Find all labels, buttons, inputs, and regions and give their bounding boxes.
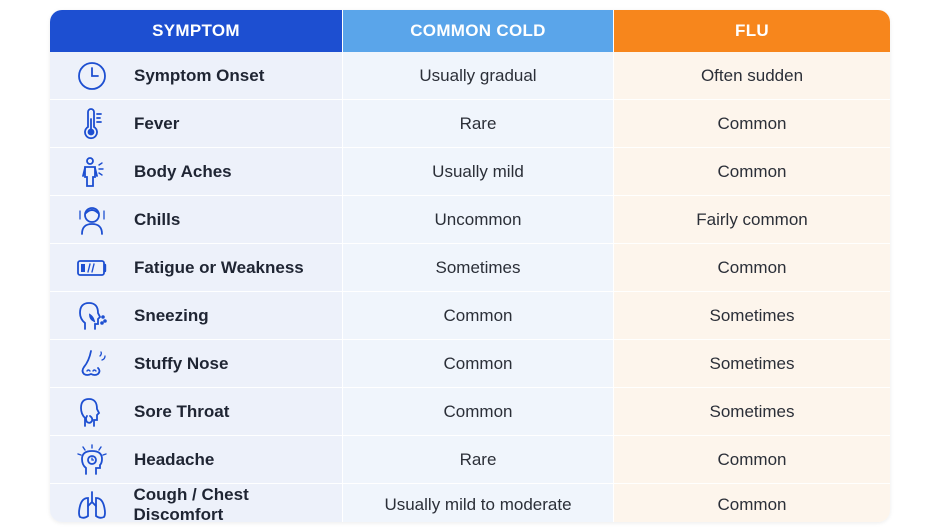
headache-icon: [50, 443, 134, 477]
lungs-icon: [50, 488, 134, 522]
flu-value: Common: [717, 161, 787, 181]
table-row: Sneezing Common Sometimes: [50, 292, 890, 340]
cold-value: Common: [443, 353, 513, 373]
flu-column-background: [614, 52, 890, 522]
table-row: Chills Uncommon Fairly common: [50, 196, 890, 244]
nose-icon: [50, 347, 134, 381]
cold-value: Common: [443, 401, 513, 421]
header-common-cold: COMMON COLD: [342, 10, 614, 52]
flu-value: Common: [717, 449, 787, 469]
symptom-label: Body Aches: [134, 161, 232, 181]
table-row: Symptom Onset Usually gradual Often sudd…: [50, 52, 890, 100]
symptom-cell: Headache: [50, 436, 342, 483]
table-row: Cough / Chest Discomfort Usually mild to…: [50, 484, 890, 522]
cold-value: Common: [443, 305, 513, 325]
comparison-table: SYMPTOM COMMON COLD FLU Symptom Onset Us…: [50, 10, 890, 522]
symptom-cell: Fatigue or Weakness: [50, 244, 342, 291]
sneezing-icon: [50, 299, 134, 333]
flu-value: Sometimes: [709, 305, 795, 325]
cold-value: Usually mild: [432, 161, 524, 181]
header-symptom: SYMPTOM: [50, 10, 342, 52]
flu-value: Common: [717, 257, 787, 277]
clock-icon: [50, 59, 134, 93]
table-row: Headache Rare Common: [50, 436, 890, 484]
body-aches-icon: [50, 155, 134, 189]
symptom-label: Headache: [134, 449, 215, 469]
cold-value: Usually gradual: [419, 65, 537, 85]
flu-value: Common: [717, 113, 787, 133]
symptom-cell: Sneezing: [50, 292, 342, 339]
low-battery-icon: [50, 251, 134, 285]
table-row: Stuffy Nose Common Sometimes: [50, 340, 890, 388]
symptom-label: Sore Throat: [134, 401, 230, 421]
flu-value: Common: [717, 495, 787, 514]
symptom-label: Fatigue or Weakness: [134, 257, 304, 277]
symptom-label: Stuffy Nose: [134, 353, 229, 373]
table-rows: Symptom Onset Usually gradual Often sudd…: [50, 52, 890, 522]
table-row: Body Aches Usually mild Common: [50, 148, 890, 196]
symptom-label: Sneezing: [134, 305, 209, 325]
symptom-cell: Symptom Onset: [50, 52, 342, 99]
cold-value: Sometimes: [435, 257, 521, 277]
symptom-cell: Chills: [50, 196, 342, 243]
thermometer-icon: [50, 107, 134, 141]
symptom-cell: Stuffy Nose: [50, 340, 342, 387]
table-body-background: [50, 52, 890, 522]
table-row: Fatigue or Weakness Sometimes Common: [50, 244, 890, 292]
flu-value: Often sudden: [700, 65, 804, 85]
table-row: Fever Rare Common: [50, 100, 890, 148]
chills-icon: [50, 203, 134, 237]
cold-column-background: [342, 52, 614, 522]
header-flu: FLU: [614, 10, 890, 52]
table-row: Sore Throat Common Sometimes: [50, 388, 890, 436]
symptom-label: Chills: [134, 209, 181, 229]
symptom-column-background: [50, 52, 342, 522]
cold-value: Rare: [459, 113, 497, 133]
symptom-cell: Body Aches: [50, 148, 342, 195]
symptom-label: Symptom Onset: [134, 65, 265, 85]
cold-value: Uncommon: [434, 209, 522, 229]
symptom-cell: Cough / Chest Discomfort: [50, 484, 342, 522]
flu-value: Sometimes: [709, 401, 795, 421]
symptom-cell: Fever: [50, 100, 342, 147]
symptom-label: Fever: [134, 113, 180, 133]
sore-throat-icon: [50, 395, 134, 429]
flu-value: Sometimes: [709, 353, 795, 373]
cold-value: Rare: [459, 449, 497, 469]
symptom-cell: Sore Throat: [50, 388, 342, 435]
cold-value: Usually mild to moderate: [384, 495, 572, 514]
symptom-label: Cough / Chest Discomfort: [133, 485, 249, 522]
table-header: SYMPTOM COMMON COLD FLU: [50, 10, 890, 52]
flu-value: Fairly common: [696, 209, 808, 229]
